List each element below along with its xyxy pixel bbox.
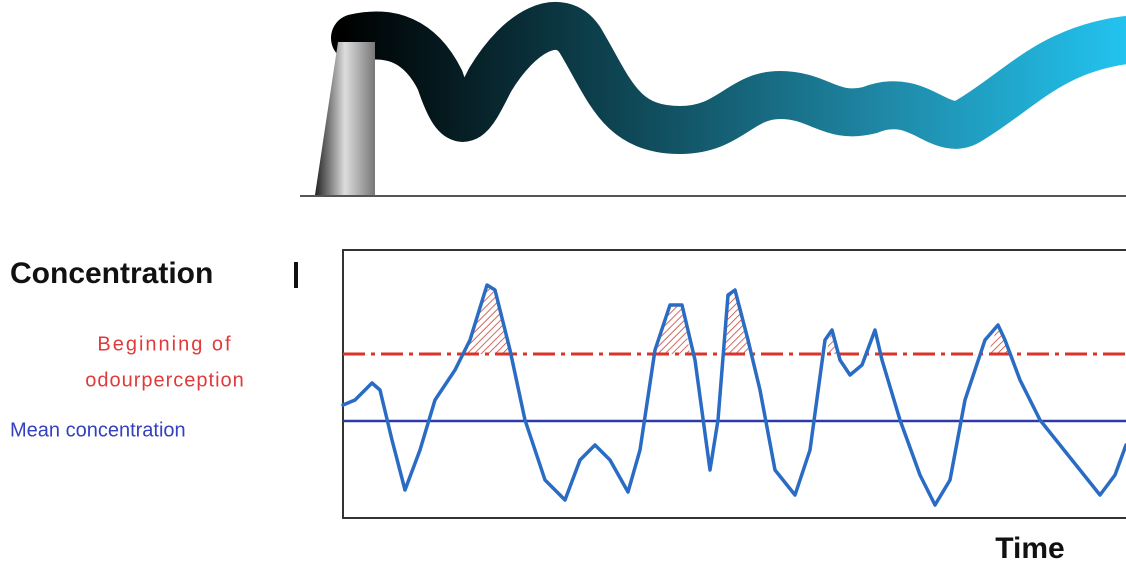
chimney [315,42,375,195]
threshold-label: Beginning of [97,333,232,355]
threshold-label: odourperception [85,369,245,391]
diagram: Concentration Beginning of odourpercepti… [0,0,1126,569]
y-label: Concentration [10,257,213,290]
page: {"y_label": "Concentration", "threshold_… [0,0,1126,569]
plume [355,26,1126,130]
mean-label: Mean concentration [10,419,186,441]
x-label: Time [995,532,1064,565]
cursor-bar [294,262,298,288]
